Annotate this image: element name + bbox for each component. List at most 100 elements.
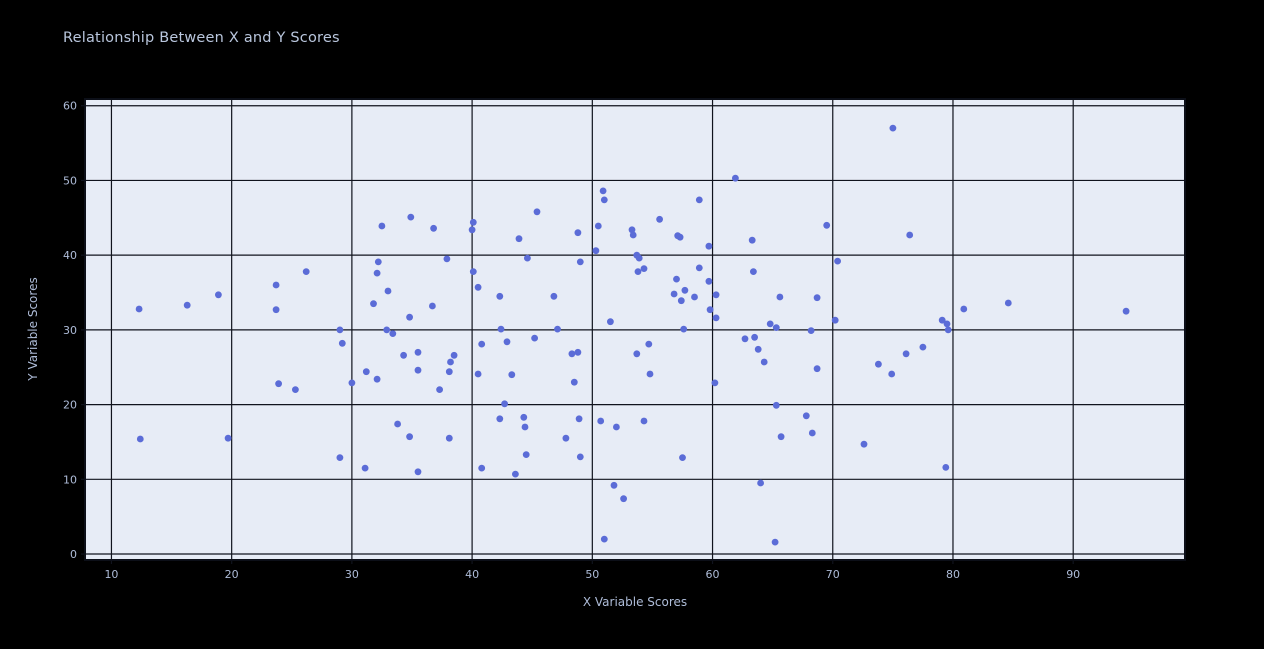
data-point [562, 434, 570, 442]
data-point [533, 208, 541, 216]
data-point [834, 257, 841, 265]
data-point [766, 320, 774, 328]
data-point [942, 464, 950, 471]
data-point [906, 231, 914, 239]
data-point [384, 287, 392, 295]
data-point [670, 290, 678, 298]
data-point [474, 370, 482, 378]
data-point [468, 226, 476, 234]
data-point [680, 325, 688, 333]
data-point [646, 370, 654, 378]
data-point [469, 268, 477, 275]
data-point [808, 429, 816, 437]
data-point [831, 316, 839, 324]
data-point [705, 277, 713, 285]
data-point [673, 275, 680, 283]
data-point [748, 236, 756, 244]
data-point [760, 358, 768, 366]
data-point [574, 348, 582, 356]
data-point [429, 302, 436, 310]
data-point [645, 340, 653, 348]
data-point [575, 415, 583, 423]
data-point [597, 417, 605, 425]
data-point [711, 379, 719, 387]
data-point [802, 412, 810, 420]
data-point [741, 335, 749, 343]
data-point [732, 174, 739, 182]
data-point [776, 293, 784, 301]
data-point [348, 379, 356, 387]
data-point [813, 365, 821, 373]
data-point [902, 350, 910, 358]
data-point [373, 269, 381, 277]
data-point [712, 314, 720, 322]
data-point [445, 368, 453, 376]
x-axis-title: X Variable Scores [582, 595, 688, 609]
data-point [224, 434, 232, 442]
data-point [450, 351, 458, 359]
data-point [522, 451, 530, 458]
data-point [378, 222, 386, 230]
data-point [754, 345, 762, 353]
data-point [373, 375, 381, 383]
data-point [607, 318, 614, 326]
data-point [394, 420, 401, 428]
data-point [875, 360, 882, 368]
data-point [679, 454, 686, 461]
data-point [389, 330, 397, 337]
data-point [478, 340, 486, 348]
data-point [576, 258, 584, 266]
data-point [944, 326, 952, 334]
data-point [497, 325, 505, 333]
data-point [695, 264, 703, 272]
data-point [524, 254, 531, 262]
data-point [592, 247, 600, 255]
data-point [576, 453, 584, 461]
data-point [634, 268, 642, 275]
data-point [136, 435, 144, 443]
data-point [474, 283, 482, 291]
data-point [691, 293, 698, 301]
data-point [594, 222, 602, 230]
data-point [515, 235, 523, 243]
data-point [695, 196, 703, 204]
data-point [436, 386, 443, 393]
data-point [570, 378, 578, 386]
x-tick-label: 70 [826, 568, 840, 581]
data-point [407, 213, 415, 221]
y-tick-label: 10 [63, 473, 77, 486]
data-point [501, 400, 508, 408]
data-point [361, 464, 369, 472]
data-point [406, 313, 413, 321]
data-point [628, 226, 636, 234]
data-point [383, 326, 391, 334]
data-point [478, 464, 486, 472]
data-point [860, 440, 868, 448]
data-point [512, 470, 519, 478]
y-axis-title: Y Variable Scores [26, 277, 40, 381]
x-tick-label: 50 [585, 568, 599, 581]
x-tick-label: 90 [1066, 568, 1080, 581]
data-point [400, 351, 407, 359]
data-point [676, 233, 684, 241]
data-point [888, 370, 896, 378]
data-point [640, 417, 648, 425]
data-point [414, 366, 422, 374]
y-tick-label: 20 [63, 399, 77, 412]
data-point [531, 334, 538, 342]
data-point [677, 297, 685, 305]
data-point [750, 268, 757, 275]
data-point [406, 433, 413, 441]
data-point [705, 242, 713, 250]
data-point [292, 386, 299, 393]
data-point [919, 343, 927, 351]
data-point [807, 327, 815, 334]
data-point [635, 254, 643, 262]
data-point [275, 380, 282, 388]
data-point [336, 326, 344, 334]
data-point [600, 196, 608, 204]
data-point [751, 333, 758, 341]
data-point [414, 468, 422, 476]
data-point [550, 292, 558, 300]
data-point [568, 350, 576, 358]
